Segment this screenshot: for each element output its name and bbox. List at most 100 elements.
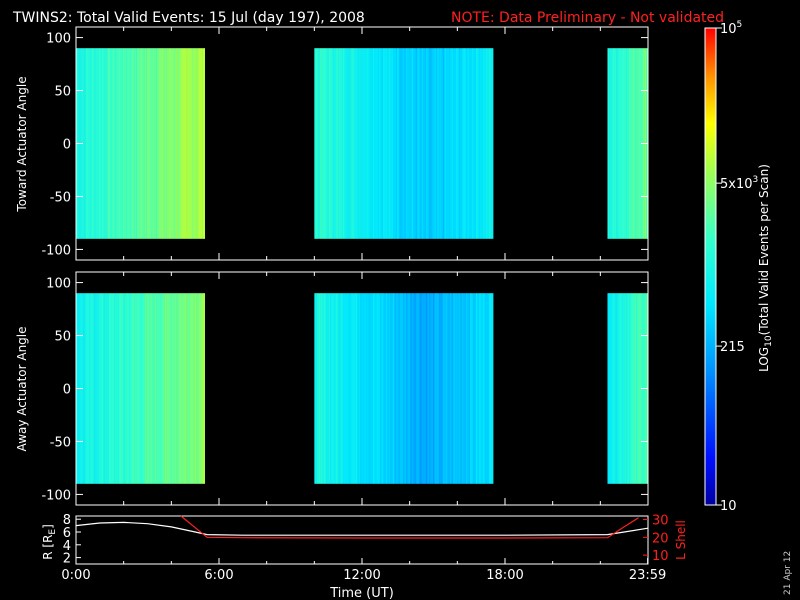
heatmap-cell — [197, 48, 200, 239]
heatmap-cell — [431, 293, 434, 484]
heatmap-cell — [158, 48, 161, 239]
heatmap-cell — [434, 48, 437, 239]
ytick-label: 100 — [46, 277, 71, 292]
heatmap-cell — [334, 48, 337, 239]
heatmap-cell — [186, 293, 188, 484]
heatmap-cell — [166, 293, 168, 484]
chart-title: TWINS2: Total Valid Events: 15 Jul (day … — [12, 10, 365, 26]
heatmap-cell — [385, 48, 388, 239]
heatmap-cell — [180, 48, 183, 239]
heatmap-cell — [430, 293, 432, 484]
xtick-label: 18:00 — [486, 568, 523, 583]
heatmap-cell — [178, 293, 181, 484]
heatmap-cell — [332, 48, 335, 239]
heatmap-cell — [443, 48, 445, 239]
heatmap-cell — [402, 48, 405, 239]
heatmap-cell — [118, 293, 121, 484]
heatmap-cell — [198, 48, 201, 239]
heatmap-cell — [354, 48, 357, 239]
heatmap-cell — [451, 48, 454, 239]
heatmap-cell — [391, 293, 394, 484]
heatmap-cell — [325, 293, 328, 484]
heatmap-cell — [134, 293, 137, 484]
heatmap-cell — [158, 293, 161, 484]
heatmap-cell — [171, 293, 174, 484]
rtick-label: 20 — [652, 531, 669, 546]
heatmap-cell — [400, 48, 402, 239]
heatmap-cell — [458, 48, 461, 239]
heatmap-cell — [94, 293, 97, 484]
heatmap-cell — [352, 293, 355, 484]
heatmap-cell — [84, 48, 87, 239]
heatmap-cell — [143, 293, 145, 484]
heatmap-cell — [128, 48, 131, 239]
heatmap-cell — [411, 293, 414, 484]
heatmap-cell — [338, 48, 341, 239]
colorbar-label-log: LOG — [757, 347, 771, 372]
heatmap-cell — [317, 48, 319, 239]
heatmap-cell — [480, 48, 482, 239]
heatmap-cell — [488, 293, 491, 484]
heatmap-cell — [322, 48, 325, 239]
heatmap-cell — [93, 48, 95, 239]
heatmap-cell — [128, 293, 131, 484]
heatmap-cell — [491, 48, 494, 239]
heatmap-cell — [130, 293, 133, 484]
ytick-label: 0 — [63, 138, 71, 153]
heatmap-cell — [487, 48, 490, 239]
heatmap-cell — [130, 48, 133, 239]
heatmap-cell — [467, 48, 470, 239]
heatmap-cell — [108, 48, 111, 239]
heatmap-cell — [104, 48, 107, 239]
heatmap-cell — [106, 48, 108, 239]
heatmap-cell — [344, 48, 347, 239]
preliminary-note: NOTE: Data Preliminary - Not validated — [451, 10, 724, 26]
heatmap-cell — [194, 293, 197, 484]
heatmap-cell — [610, 293, 613, 484]
heatmap-cell — [435, 293, 438, 484]
heatmap-cell — [377, 293, 379, 484]
heatmap-cell — [427, 293, 430, 484]
heatmap-cell — [320, 48, 322, 239]
heatmap-cell — [100, 293, 103, 484]
heatmap-cell — [170, 293, 173, 484]
heatmap-cell — [354, 293, 357, 484]
heatmap-cell — [123, 48, 125, 239]
heatmap-cell — [415, 293, 418, 484]
heatmap-cell — [127, 293, 130, 484]
colorbar-label-rest: (Total Valid Events per Scan) — [757, 164, 771, 335]
heatmap-cell — [314, 48, 317, 239]
colorbar-ticks: 10 215 5x103 105 — [716, 20, 758, 514]
heatmap-cell — [444, 293, 447, 484]
heatmap-cell — [638, 293, 641, 484]
time-xlabel: Time (UT) — [329, 586, 394, 600]
heatmap-cell — [463, 293, 465, 484]
radius-ylabel-main: R [R — [41, 535, 55, 560]
ytick-label: -50 — [50, 435, 71, 450]
heatmap-cell — [473, 48, 475, 239]
heatmap-cell — [348, 293, 351, 484]
heatmap-cell — [178, 48, 181, 239]
heatmap-cell — [441, 293, 444, 484]
heatmap-cell — [120, 293, 123, 484]
heatmap-cell — [201, 293, 204, 484]
heatmap-cell — [485, 48, 488, 239]
heatmap-cell — [133, 293, 135, 484]
heatmap-cell — [405, 48, 408, 239]
heatmap-cell — [448, 48, 451, 239]
heatmap-cell — [628, 293, 631, 484]
heatmap-cell — [183, 48, 185, 239]
heatmap-cell — [626, 293, 628, 484]
heatmap-cell — [394, 293, 397, 484]
heatmap-cell — [433, 293, 435, 484]
heatmap-cell — [116, 48, 118, 239]
heatmap-cell — [483, 293, 485, 484]
heatmap-cell — [156, 293, 158, 484]
heatmap-cell — [415, 48, 418, 239]
heatmap-cell — [380, 48, 382, 239]
heatmap-cell — [457, 293, 460, 484]
heatmap-cell — [413, 293, 415, 484]
heatmap-cell — [418, 293, 421, 484]
heatmap-cell — [352, 48, 355, 239]
heatmap-cell — [441, 48, 444, 239]
